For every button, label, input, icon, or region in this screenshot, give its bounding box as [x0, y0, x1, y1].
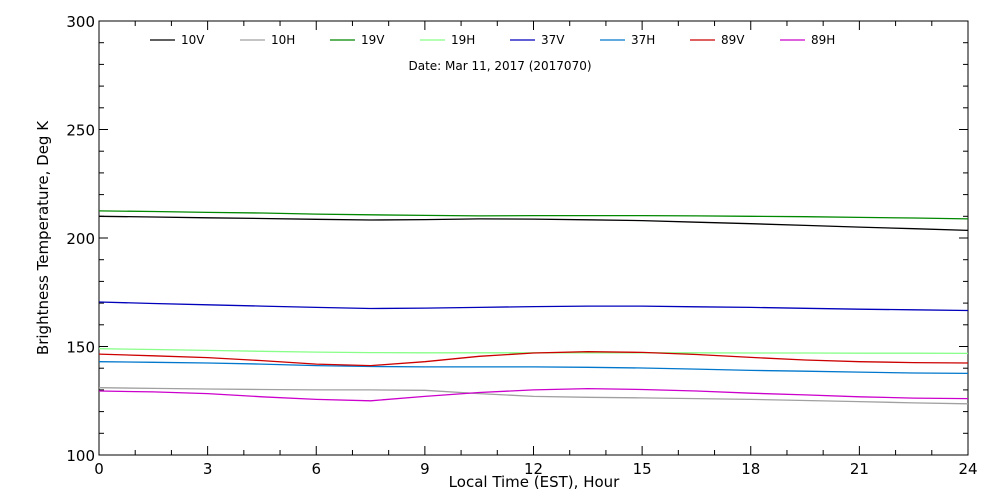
- x-tick-label: 9: [420, 460, 430, 478]
- x-tick-label: 24: [958, 460, 977, 478]
- legend-label-10h: 10H: [271, 33, 295, 47]
- series-line-89v: [98, 351, 969, 367]
- legend-label-19v: 19V: [361, 33, 385, 47]
- series-line-19v: [98, 210, 969, 220]
- y-tick-label: 250: [66, 122, 95, 140]
- series-line-37h: [98, 361, 969, 375]
- series-line-37v: [98, 301, 969, 312]
- x-tick-label: 12: [524, 460, 543, 478]
- x-axis-title: Local Time (EST), Hour: [449, 473, 620, 491]
- series-line-10v: [98, 215, 969, 232]
- x-tick-label: 15: [633, 460, 652, 478]
- x-tick-label: 18: [741, 460, 760, 478]
- y-tick-label: 300: [66, 13, 95, 31]
- series-lines: [98, 210, 969, 405]
- y-tick-label: 150: [66, 339, 95, 357]
- y-tick-label: 200: [66, 230, 95, 248]
- legend-label-37h: 37H: [631, 33, 655, 47]
- legend-label-10v: 10V: [181, 33, 205, 47]
- series-line-89h: [98, 387, 969, 402]
- legend-label-89v: 89V: [721, 33, 745, 47]
- series-line-10h: [98, 387, 969, 405]
- y-tick-label: 100: [66, 447, 95, 465]
- date-annotation: Date: Mar 11, 2017 (2017070): [408, 59, 591, 73]
- y-axis-title: Brightness Temperature, Deg K: [34, 120, 52, 355]
- x-tick-label: 0: [94, 460, 104, 478]
- legend-label-37v: 37V: [541, 33, 565, 47]
- legend-label-19h: 19H: [451, 33, 475, 47]
- axis-ticks: 0 3 6 9 12 15 18 21 24 100 150 200 250 300: [66, 13, 977, 478]
- x-tick-label: 21: [850, 460, 869, 478]
- legend-label-89h: 89H: [811, 33, 835, 47]
- legend: 10V 10H 19V 19H 37V 37H 89V 89H: [150, 33, 835, 47]
- x-tick-label: 6: [311, 460, 321, 478]
- x-tick-label: 3: [203, 460, 213, 478]
